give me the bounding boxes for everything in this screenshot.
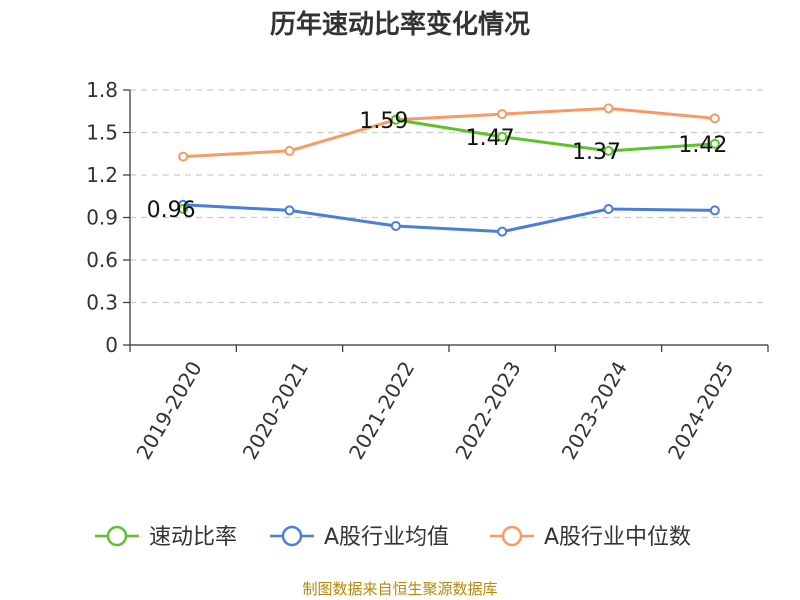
x-tick-label-4: 2023-2024 [557,357,632,463]
legend-label-2: A股行业中位数 [544,525,691,550]
legend-label-1: A股行业均值 [324,525,449,550]
y-tick-label-4: 1.2 [86,163,118,187]
series-2-point-5[interactable] [709,113,720,124]
chart-title: 历年速动比率变化情况 [270,9,530,40]
legend-label-0: 速动比率 [149,525,237,550]
data-label-3: 1.47 [466,126,515,151]
data-label-4: 1.37 [572,140,621,165]
legend-item-2[interactable]: A股行业中位数 [490,525,691,550]
series-2-point-3[interactable] [497,109,508,120]
axes: 0 0.3 0.6 0.9 1.2 1.5 1.8 2019-2020 2020-2021 202… [86,78,769,464]
legend-marker-0 [106,525,128,547]
series-0-point-3[interactable] [497,131,508,142]
series-0-point-4[interactable] [603,145,614,156]
series-0-point-0[interactable] [178,204,189,214]
series-2-line-0 [183,106,715,159]
x-tick-label-2: 2021-2022 [344,357,419,463]
series-1-line-0 [183,203,715,234]
x-tick-label-1: 2020-2021 [238,357,313,463]
data-label-5: 1.42 [678,133,727,158]
series-1-point-4[interactable] [603,204,614,214]
series-2 [178,103,720,162]
legend[interactable]: 速动比率 A股行业均值 A股行业中位数 [95,525,691,550]
series-1-point-1[interactable] [284,205,295,216]
series-2-point-0[interactable] [178,151,189,162]
y-tick-label-2: 0.6 [86,248,118,272]
y-tick-label-1: 0.3 [86,291,118,315]
source-note: 制图数据来自恒生聚源数据库 [302,580,497,598]
series-1-point-2[interactable] [390,221,401,231]
x-tick-label-3: 2022-2023 [450,357,525,463]
legend-marker-1 [281,525,303,547]
series-0-point-5[interactable] [709,138,720,149]
legend-marker-2 [501,525,523,547]
x-tick-label-5: 2024-2025 [663,357,738,463]
data-label-0: 0.96 [147,198,196,223]
y-tick-label-3: 0.9 [86,206,118,230]
series-1 [178,199,720,237]
grid-lines [130,89,768,304]
series-0 [178,114,720,214]
data-label-2: 1.59 [359,109,408,134]
y-tick-label-6: 1.8 [86,78,118,102]
series-1-point-5[interactable] [709,205,720,216]
y-tick-label-0: 0 [105,333,118,357]
legend-item-1[interactable]: A股行业均值 [270,525,449,550]
series-2-point-1[interactable] [284,145,295,156]
legend-item-0[interactable]: 速动比率 [95,525,237,550]
x-tick-label-0: 2019-2020 [131,357,206,463]
series-1-point-3[interactable] [497,226,508,237]
series-0-point-2[interactable] [390,114,401,125]
data-labels: 0.96 1.59 1.47 1.37 1.42 [147,109,728,223]
series-2-point-4[interactable] [603,103,614,114]
series-0-line-1 [395,118,715,153]
series-layer [178,103,720,237]
y-tick-label-5: 1.5 [86,121,118,145]
